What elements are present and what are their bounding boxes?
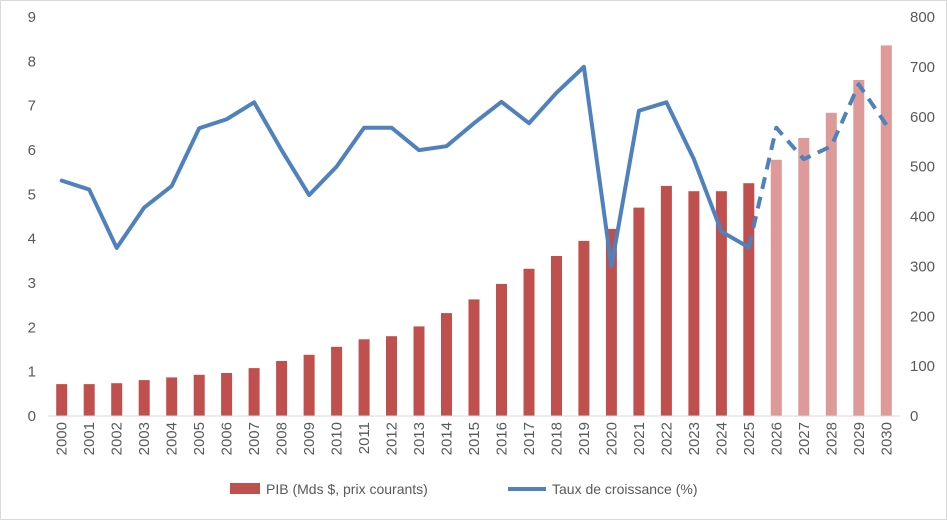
y-right-tick-label: 400 [910,209,935,226]
y-right-tick-label: 700 [910,59,935,76]
x-tick-label: 2020 [603,422,620,455]
bar-2001 [83,384,95,416]
x-tick-label: 2025 [741,422,758,455]
x-tick-label: 2024 [713,422,730,455]
y-left-tick-label: 6 [28,142,36,159]
x-tick-label: 2022 [658,422,675,455]
bar-2028 [825,112,837,417]
bar-2006 [221,373,233,416]
y-left-tick-label: 3 [28,275,36,292]
growth-line-forecast [746,82,888,248]
x-tick-label: 2021 [631,422,648,455]
legend: PIB (Mds $, prix courants) Taux de crois… [230,481,698,497]
bar-2003 [138,380,150,416]
x-tick-label: 2002 [109,422,126,455]
x-tick-label: 2006 [219,422,236,455]
y-left-tick-label: 0 [28,408,36,425]
x-tick-label: 2012 [384,422,401,455]
bar-2015 [468,299,480,416]
line-layer [59,64,888,269]
x-tick-label: 2003 [136,422,153,455]
x-tick-label: 2011 [356,422,373,454]
bar-2011 [358,339,370,416]
bar-2023 [688,191,700,416]
x-tick-label: 2017 [521,422,538,455]
bar-2005 [193,374,205,416]
y-right-tick-label: 800 [910,9,935,26]
bar-2010 [331,346,343,416]
y-right-tick-label: 300 [910,258,935,275]
x-tick-label: 2018 [548,422,565,455]
y-left-tick-label: 9 [28,9,36,26]
x-tick-label: 2027 [796,422,813,455]
y-left-tick-label: 7 [28,98,36,115]
x-tick-label: 2014 [439,422,456,455]
bar-2013 [413,326,425,416]
y-right-tick-label: 200 [910,308,935,325]
x-tick-label: 2026 [768,422,785,455]
x-tick-label: 2005 [191,422,208,455]
bar-2020 [605,228,617,416]
legend-label-bar: PIB (Mds $, prix courants) [266,481,428,497]
y-left-tick-label: 5 [28,186,36,203]
bar-2008 [276,361,288,416]
bar-2002 [111,383,123,416]
bar-2026 [770,159,782,417]
x-tick-label: 2019 [576,422,593,455]
bar-2027 [798,138,810,416]
bar-2000 [56,384,68,416]
y-right-tick-label: 500 [910,159,935,176]
bar-2016 [496,283,507,416]
bar-2018 [551,256,562,416]
y-left-tick-label: 1 [28,364,36,381]
x-tick-label: 2010 [329,422,346,455]
legend-label-line: Taux de croissance (%) [552,481,698,497]
bar-2017 [523,268,535,416]
x-tick-label: 2007 [246,422,263,455]
growth-line-historic [59,64,751,269]
bar-2029 [853,80,865,416]
y-left-tick-label: 4 [28,231,36,248]
x-tick-label: 2008 [274,422,291,455]
x-tick-label: 2009 [301,422,318,455]
bar-2012 [386,336,397,416]
x-tick-label: 2015 [466,422,483,455]
legend-swatch-bar [230,483,260,494]
x-tick-label: 2016 [493,422,510,455]
y-left-tick-label: 2 [28,319,36,336]
x-tick-label: 2028 [823,422,840,455]
x-tick-label: 2029 [851,422,868,455]
x-tick-label: 2001 [81,422,98,455]
x-tick-label: 2030 [878,422,895,455]
bar-2022 [660,185,672,416]
y-left-tick-label: 8 [28,53,36,70]
bar-2021 [633,207,645,416]
bar-2019 [578,240,590,416]
bar-2030 [880,45,892,417]
axes-layer: 0 1 2 3 4 5 6 7 8 9 0 100 200 300 400 500 600 700 800 2000 2… [28,9,935,455]
x-tick-label: 2004 [164,422,181,455]
bar-2009 [303,354,315,416]
x-tick-label: 2000 [54,422,71,455]
bar-2025 [743,183,755,416]
y-right-tick-label: 600 [910,109,935,126]
bars-layer [56,45,892,417]
bar-2014 [441,313,452,416]
y-right-tick-label: 0 [910,408,918,425]
x-tick-label: 2023 [686,422,703,455]
bar-2007 [248,368,260,416]
x-tick-label: 2013 [411,422,428,455]
bar-2004 [166,377,178,416]
y-right-tick-label: 100 [910,358,935,375]
bar-2024 [715,191,727,416]
